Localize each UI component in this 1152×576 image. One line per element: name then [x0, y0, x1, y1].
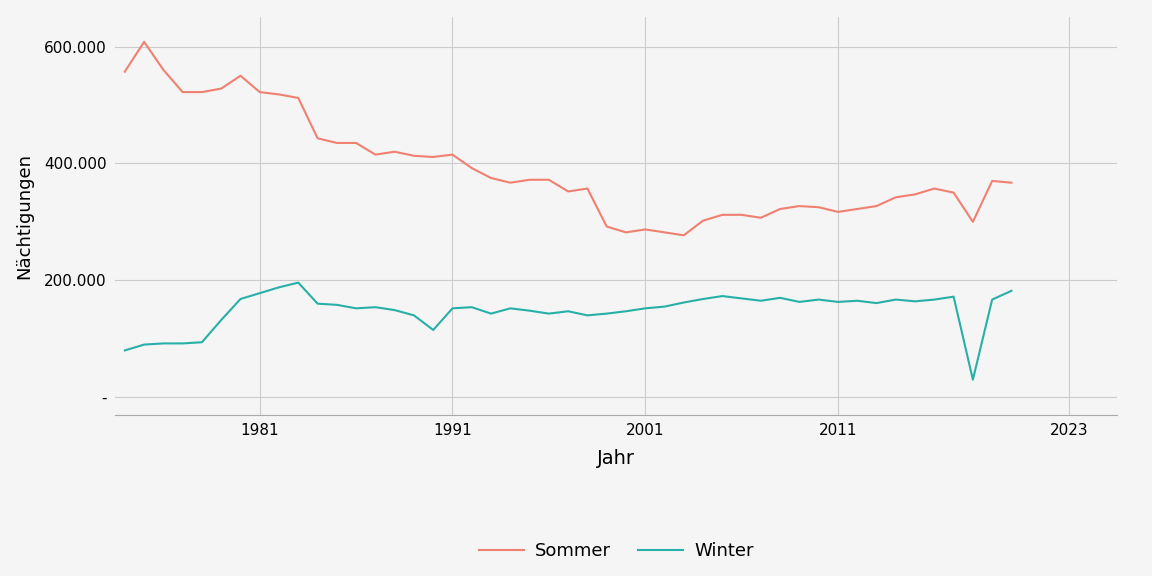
- Line: Winter: Winter: [124, 283, 1011, 380]
- Winter: [1005, 287, 1018, 294]
- Sommer: [793, 203, 806, 210]
- Y-axis label: Nächtigungen: Nächtigungen: [15, 153, 33, 279]
- Winter: [812, 296, 826, 303]
- Winter: [523, 307, 537, 314]
- Sommer: [638, 226, 652, 233]
- Sommer: [581, 185, 594, 192]
- Winter: [658, 303, 672, 310]
- Sommer: [967, 218, 980, 225]
- Winter: [735, 295, 749, 302]
- Winter: [407, 312, 420, 319]
- Winter: [773, 294, 787, 301]
- Winter: [870, 300, 884, 306]
- Winter: [967, 376, 980, 383]
- Sommer: [388, 148, 402, 155]
- Sommer: [329, 139, 343, 146]
- Sommer: [234, 72, 248, 79]
- Winter: [985, 296, 999, 303]
- Sommer: [908, 191, 922, 198]
- Winter: [696, 295, 710, 302]
- Legend: Sommer, Winter: Sommer, Winter: [472, 535, 760, 567]
- Sommer: [195, 89, 209, 96]
- Winter: [234, 295, 248, 302]
- Sommer: [214, 85, 228, 92]
- Sommer: [118, 68, 131, 75]
- Sommer: [369, 151, 382, 158]
- Sommer: [446, 151, 460, 158]
- Sommer: [272, 91, 286, 98]
- Winter: [272, 284, 286, 291]
- Sommer: [484, 175, 498, 181]
- Winter: [947, 293, 961, 300]
- Sommer: [735, 211, 749, 218]
- Winter: [619, 308, 632, 314]
- Sommer: [985, 177, 999, 184]
- Winter: [927, 296, 941, 303]
- Winter: [252, 290, 266, 297]
- Sommer: [658, 229, 672, 236]
- Sommer: [870, 203, 884, 210]
- Sommer: [523, 176, 537, 183]
- Winter: [118, 347, 131, 354]
- Sommer: [600, 223, 614, 230]
- Line: Sommer: Sommer: [124, 42, 1011, 235]
- Winter: [426, 327, 440, 334]
- Sommer: [677, 232, 691, 238]
- Sommer: [831, 209, 844, 215]
- Winter: [369, 304, 382, 310]
- Winter: [638, 305, 652, 312]
- Winter: [831, 298, 844, 305]
- Winter: [753, 297, 767, 304]
- Sommer: [541, 176, 555, 183]
- Winter: [484, 310, 498, 317]
- Winter: [446, 305, 460, 312]
- Sommer: [426, 154, 440, 161]
- Sommer: [407, 152, 420, 159]
- Winter: [176, 340, 190, 347]
- Winter: [715, 293, 729, 300]
- Winter: [541, 310, 555, 317]
- Sommer: [696, 217, 710, 224]
- Winter: [329, 301, 343, 308]
- Winter: [311, 300, 325, 307]
- Winter: [677, 299, 691, 306]
- Sommer: [812, 204, 826, 211]
- Winter: [581, 312, 594, 319]
- Winter: [291, 279, 305, 286]
- Sommer: [252, 89, 266, 96]
- Winter: [157, 340, 170, 347]
- Sommer: [503, 179, 517, 186]
- Winter: [195, 339, 209, 346]
- Sommer: [753, 214, 767, 221]
- Winter: [214, 317, 228, 324]
- Sommer: [291, 94, 305, 101]
- Winter: [850, 297, 864, 304]
- Winter: [793, 298, 806, 305]
- Sommer: [157, 66, 170, 73]
- Winter: [561, 308, 575, 314]
- Winter: [388, 306, 402, 313]
- Winter: [503, 305, 517, 312]
- Sommer: [1005, 179, 1018, 186]
- Sommer: [619, 229, 632, 236]
- Winter: [349, 305, 363, 312]
- Sommer: [850, 206, 864, 213]
- Sommer: [561, 188, 575, 195]
- Sommer: [773, 206, 787, 213]
- Sommer: [137, 39, 151, 46]
- Sommer: [715, 211, 729, 218]
- Winter: [137, 341, 151, 348]
- X-axis label: Jahr: Jahr: [598, 449, 635, 468]
- Sommer: [176, 89, 190, 96]
- Sommer: [311, 135, 325, 142]
- Winter: [600, 310, 614, 317]
- Sommer: [465, 165, 479, 172]
- Sommer: [349, 139, 363, 146]
- Winter: [889, 296, 903, 303]
- Winter: [465, 304, 479, 310]
- Sommer: [947, 189, 961, 196]
- Winter: [908, 298, 922, 305]
- Sommer: [889, 194, 903, 201]
- Sommer: [927, 185, 941, 192]
